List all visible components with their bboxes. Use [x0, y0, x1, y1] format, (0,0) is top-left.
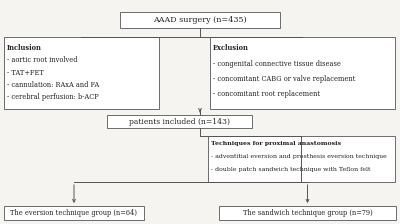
FancyBboxPatch shape	[208, 136, 395, 182]
FancyBboxPatch shape	[107, 115, 252, 128]
FancyBboxPatch shape	[4, 206, 144, 220]
Text: The eversion technique group (n=64): The eversion technique group (n=64)	[10, 209, 138, 217]
Text: - cerebral perfusion: b-ACP: - cerebral perfusion: b-ACP	[7, 93, 99, 101]
Text: AAAD surgery (n=435): AAAD surgery (n=435)	[153, 16, 247, 24]
Text: The sandwich technique group (n=79): The sandwich technique group (n=79)	[243, 209, 372, 217]
Text: - concomitant CABG or valve replacement: - concomitant CABG or valve replacement	[213, 75, 355, 83]
Text: - concomitant root replacement: - concomitant root replacement	[213, 90, 320, 98]
Text: Techniques for proximal anastomosis: Techniques for proximal anastomosis	[211, 141, 341, 146]
Text: - cannulation: RAxA and FA: - cannulation: RAxA and FA	[7, 81, 99, 89]
Text: Inclusion: Inclusion	[7, 44, 42, 52]
Text: - TAT+FET: - TAT+FET	[7, 69, 44, 77]
Text: - congenital connective tissue disease: - congenital connective tissue disease	[213, 60, 341, 67]
FancyBboxPatch shape	[120, 12, 280, 28]
Text: - double patch sandwich technique with Teflon felt: - double patch sandwich technique with T…	[211, 167, 370, 172]
FancyBboxPatch shape	[210, 37, 395, 109]
Text: patients included (n=143): patients included (n=143)	[129, 118, 230, 125]
Text: Exclusion: Exclusion	[213, 44, 249, 52]
Text: - adventitial eversion and prosthesis eversion technique: - adventitial eversion and prosthesis ev…	[211, 154, 387, 159]
FancyBboxPatch shape	[4, 37, 159, 109]
FancyBboxPatch shape	[219, 206, 396, 220]
Text: - aortic root involved: - aortic root involved	[7, 56, 78, 65]
